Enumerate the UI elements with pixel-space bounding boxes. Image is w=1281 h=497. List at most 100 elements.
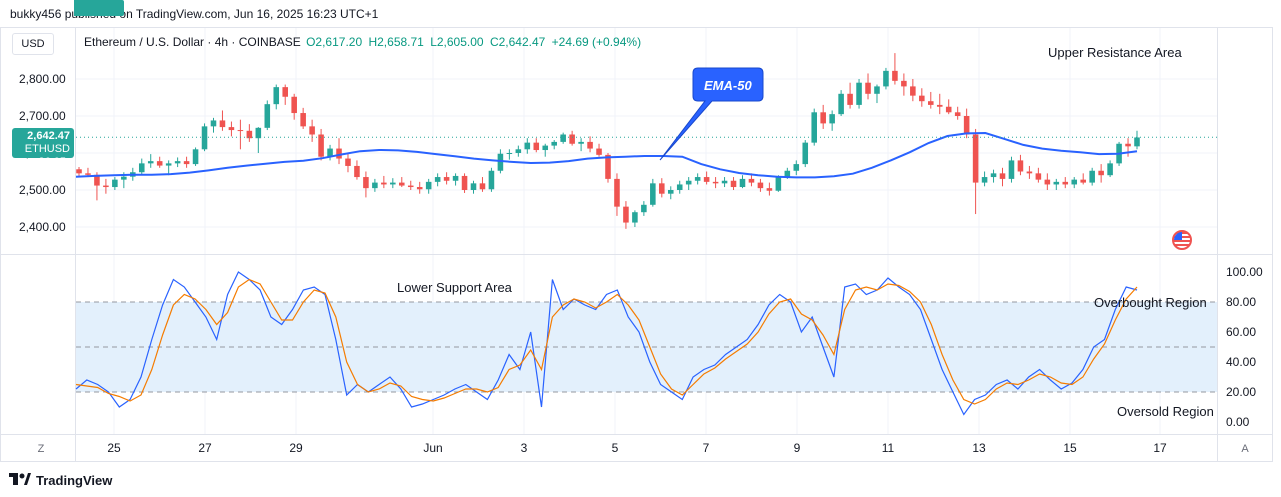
candle-body [1134, 137, 1140, 147]
candle-body [874, 86, 880, 94]
candle-body [614, 178, 620, 207]
candle-body [273, 87, 280, 105]
candle-body [479, 183, 486, 190]
time-tick-label: 29 [289, 441, 303, 455]
symbol-legend: Ethereum / U.S. Dollar · 4h · COINBASE O… [84, 35, 641, 49]
oscillator-band [76, 301, 1217, 393]
candle-body [775, 177, 782, 191]
candle-body [192, 149, 199, 165]
candle-body [784, 170, 791, 178]
stochastic-lines [75, 271, 1138, 416]
candle-body [470, 183, 477, 190]
time-tick-label: 17 [1153, 441, 1167, 455]
time-tick-label: 15 [1063, 441, 1077, 455]
candle-body [659, 183, 665, 194]
candle-body [685, 180, 692, 185]
last-price-tag: 2,642.47 ETHUSD 36:05 [12, 128, 74, 168]
candle-body [76, 169, 82, 174]
candle-body [219, 120, 226, 128]
candle-body [354, 165, 360, 178]
candle-body [300, 113, 306, 127]
time-tick-label: 13 [972, 441, 986, 455]
candle-body [569, 134, 575, 144]
legend-close: C2,642.47 [489, 35, 546, 49]
tradingview-logo-icon [9, 473, 31, 485]
candle-body [246, 130, 253, 139]
candle-body [291, 96, 297, 114]
us-flag-icon[interactable] [1172, 230, 1192, 250]
candle-body [488, 170, 495, 190]
legend-symbol: Ethereum / U.S. Dollar · 4h · COINBASE [84, 35, 301, 49]
ema-callout-label: EMA-50 [704, 78, 752, 93]
legend-change: +24.69 (+0.94%) [551, 35, 642, 49]
oscillator-tick-label: 100.00 [1226, 265, 1263, 279]
candle-body [309, 126, 315, 135]
overbought-region-label: Overbought Region [1094, 295, 1207, 310]
last-price-ticker: ETHUSD [24, 143, 70, 156]
candle-body [121, 176, 127, 180]
oscillator-tick-label: 40.00 [1226, 355, 1257, 369]
currency-button[interactable]: USD [12, 33, 54, 55]
candle-body [667, 190, 674, 194]
candle-body [425, 181, 432, 190]
annotations [659, 67, 764, 161]
candle-body [228, 127, 235, 131]
candle-body [766, 188, 773, 191]
oversold-region-label: Oversold Region [1117, 404, 1214, 419]
candle-body [802, 142, 809, 165]
legend-low: L2,605.00 [430, 35, 484, 49]
time-tick-label: 3 [520, 441, 528, 455]
candle-body [721, 180, 728, 184]
candle-body [174, 161, 181, 164]
candle-body [928, 101, 934, 105]
candle-body [694, 177, 701, 181]
candle-body [255, 127, 262, 139]
candle-body [990, 173, 997, 178]
candle-body [434, 177, 441, 182]
candle-body [183, 161, 190, 165]
candle-body [85, 173, 91, 175]
candle-body [282, 87, 288, 97]
candle-body [1107, 163, 1113, 176]
candle-body [632, 212, 638, 223]
stochastic-d-line [75, 278, 1138, 405]
candle-body [363, 177, 369, 189]
footer-logo[interactable]: TradingView [9, 471, 112, 489]
time-tick-label: 11 [881, 441, 895, 455]
candle-body [416, 187, 423, 190]
candle-body [963, 116, 970, 135]
candle-body [94, 174, 100, 186]
candle-body [981, 177, 988, 183]
candle-body [497, 153, 504, 171]
candle-body [1098, 170, 1104, 176]
candle-body [999, 173, 1006, 179]
candle-body [515, 149, 522, 153]
candle-body [452, 175, 459, 181]
candle-body [793, 164, 800, 171]
candle-body [147, 161, 154, 164]
oscillator-tick-label: 80.00 [1226, 295, 1257, 309]
candle-body [1008, 160, 1015, 179]
ema-50-line [75, 131, 1138, 179]
candle-body [461, 175, 468, 190]
candle-body [381, 182, 387, 185]
candle-body [1026, 171, 1033, 174]
candle-body [829, 114, 835, 124]
oscillator-tick-label: 20.00 [1226, 385, 1257, 399]
candle-body [103, 185, 109, 188]
z-button[interactable]: Z [37, 443, 45, 455]
candle-body [1044, 179, 1051, 185]
ticker-badge [74, 0, 124, 16]
price-grid [76, 28, 1217, 434]
a-button[interactable]: A [1241, 443, 1249, 455]
candle-body [112, 179, 118, 188]
candle-body [856, 82, 862, 105]
time-tick-label: 5 [611, 441, 619, 455]
candle-body [1071, 179, 1078, 185]
candle-body [919, 95, 925, 102]
time-tick-label: 27 [198, 441, 212, 455]
candle-body [1089, 170, 1095, 183]
candle-body [605, 154, 611, 179]
candle-body [201, 126, 208, 150]
